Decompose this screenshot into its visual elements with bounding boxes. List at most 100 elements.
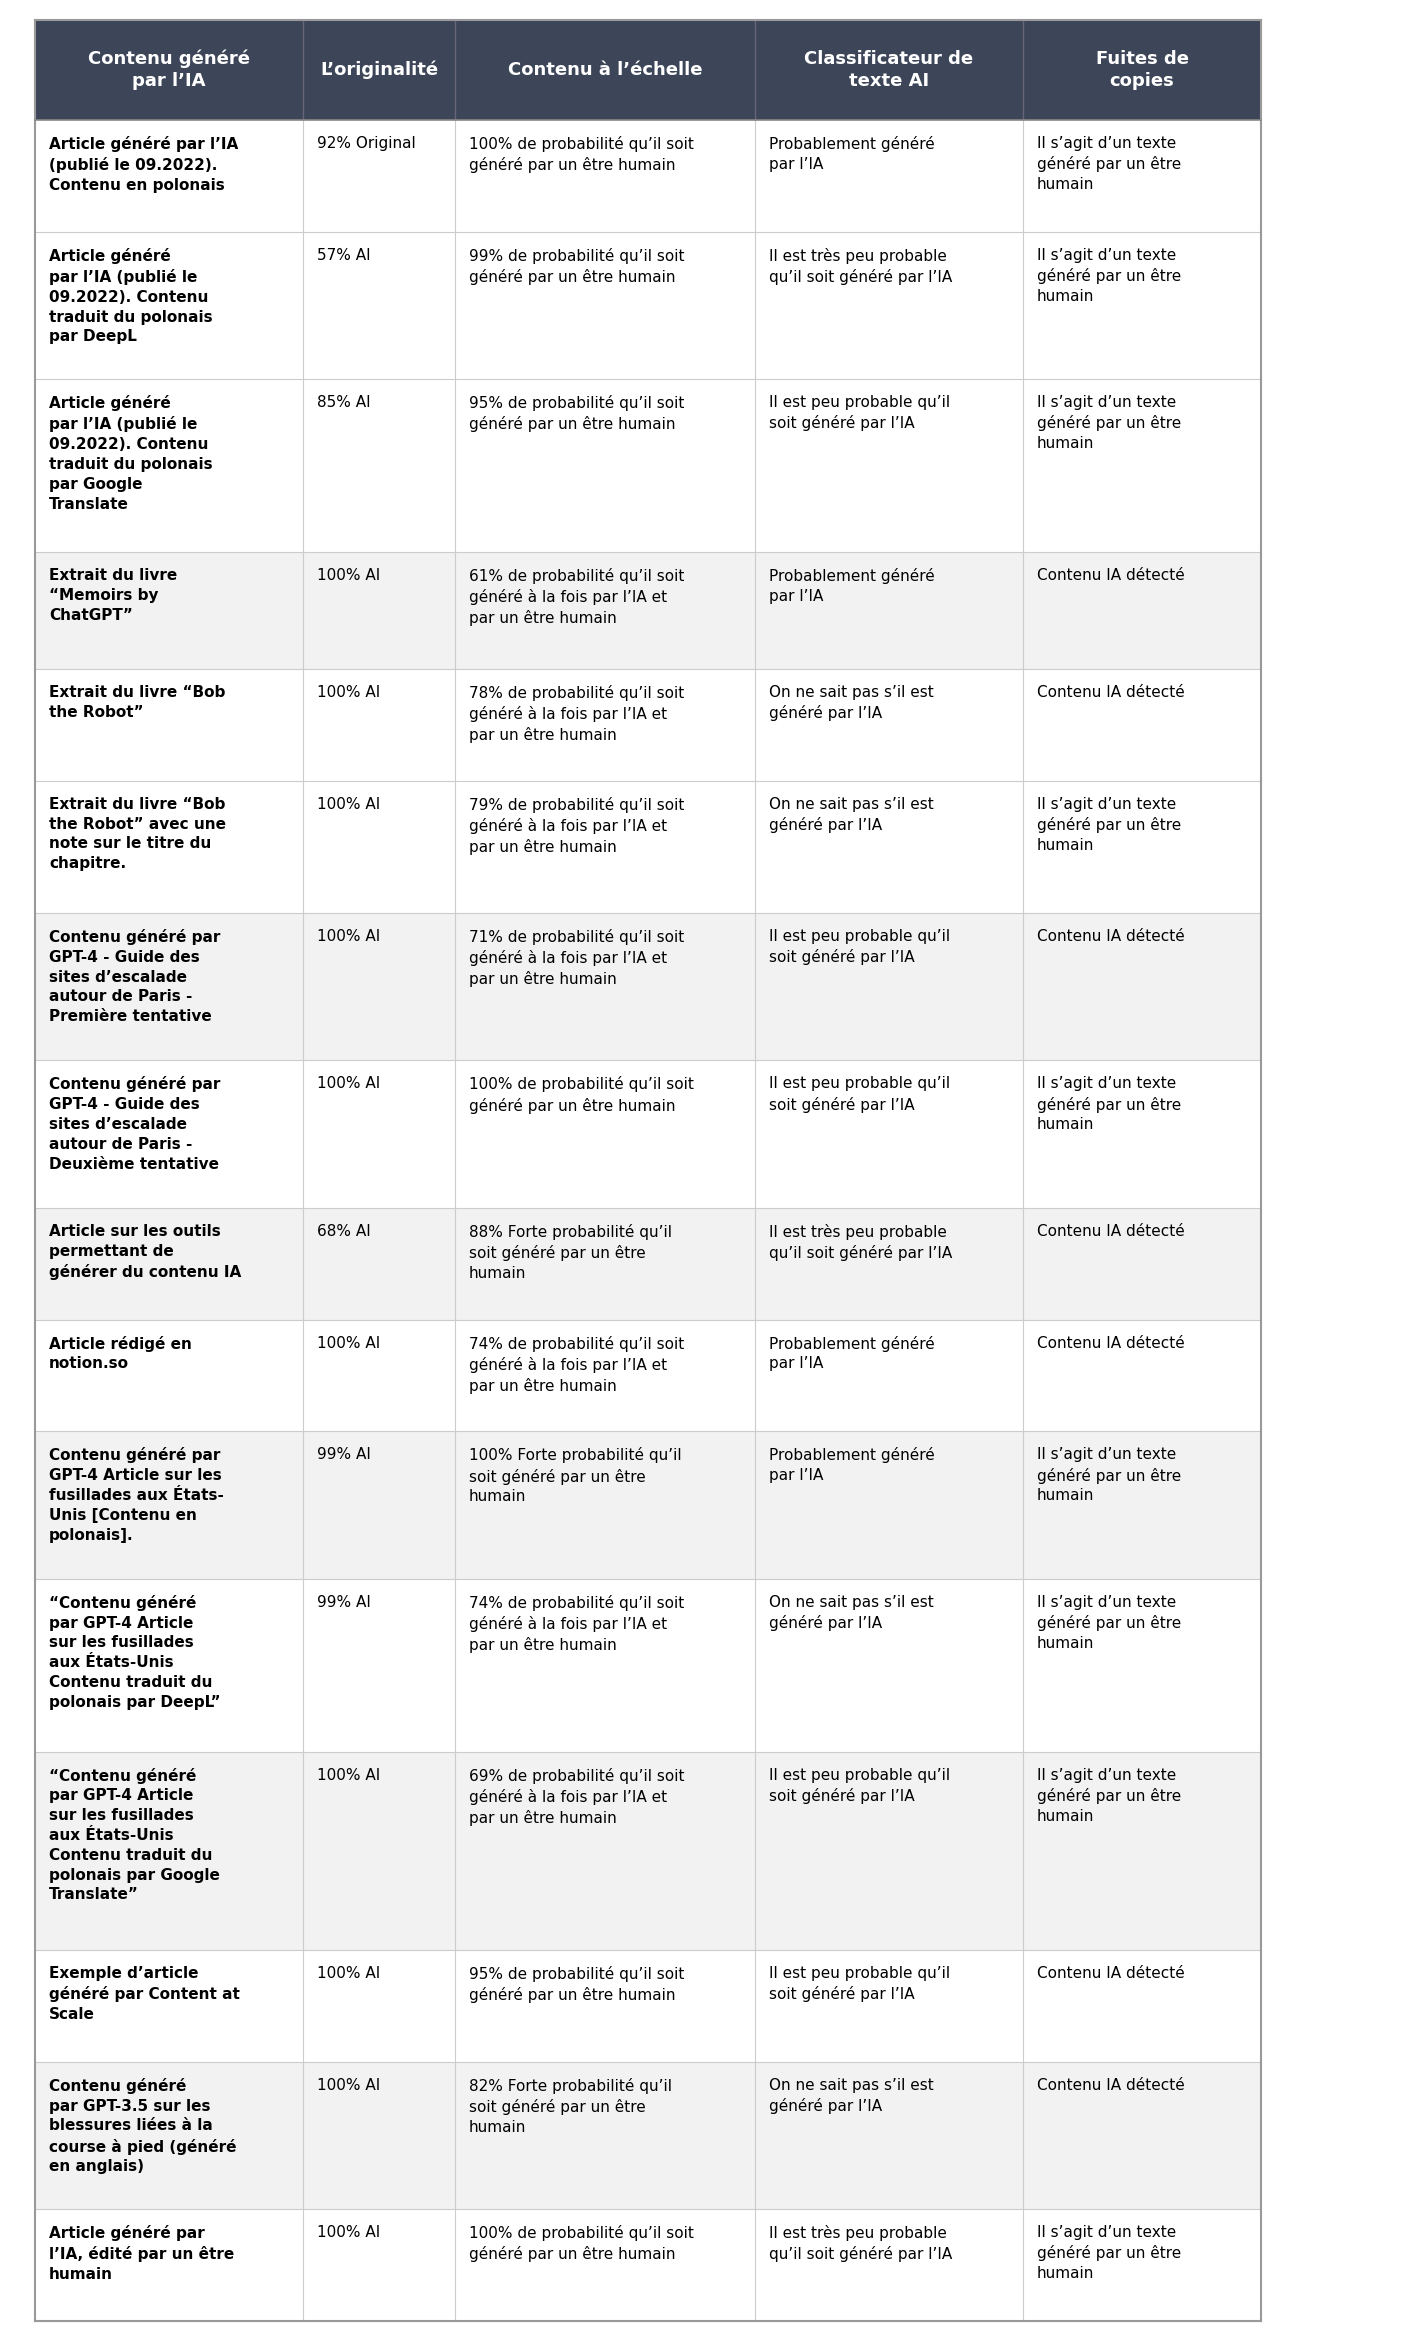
Text: Il s’agit d’un texte
généré par un être
humain: Il s’agit d’un texte généré par un être … xyxy=(1037,1447,1181,1503)
Text: 79% de probabilité qu’il soit
généré à la fois par l’IA et
par un être humain: 79% de probabilité qu’il soit généré à l… xyxy=(469,796,684,854)
Text: Exemple d’article
généré par Content at
Scale: Exemple d’article généré par Content at … xyxy=(49,1966,240,2023)
Bar xyxy=(35,1060,1261,1208)
Text: 99% AI: 99% AI xyxy=(317,1594,371,1611)
Text: L’originalité: L’originalité xyxy=(319,61,439,80)
Text: 88% Forte probabilité qu’il
soit généré par un être
humain: 88% Forte probabilité qu’il soit généré … xyxy=(469,1224,672,1281)
Text: Probablement généré
par l’IA: Probablement généré par l’IA xyxy=(769,569,934,604)
Text: On ne sait pas s’il est
généré par l’IA: On ne sait pas s’il est généré par l’IA xyxy=(769,686,933,721)
Text: Extrait du livre
“Memoirs by
ChatGPT”: Extrait du livre “Memoirs by ChatGPT” xyxy=(49,569,178,623)
Text: Il est peu probable qu’il
soit généré par l’IA: Il est peu probable qu’il soit généré pa… xyxy=(769,1767,950,1805)
Bar xyxy=(35,379,1261,552)
Bar xyxy=(35,2210,1261,2320)
Text: Il est très peu probable
qu’il soit généré par l’IA: Il est très peu probable qu’il soit géné… xyxy=(769,248,953,286)
Text: 100% AI: 100% AI xyxy=(317,2226,380,2240)
Text: 85% AI: 85% AI xyxy=(317,396,371,410)
Text: Contenu généré par
GPT-4 - Guide des
sites d’escalade
autour de Paris -
Deuxième: Contenu généré par GPT-4 - Guide des sit… xyxy=(49,1077,220,1170)
Text: 61% de probabilité qu’il soit
généré à la fois par l’IA et
par un être humain: 61% de probabilité qu’il soit généré à l… xyxy=(469,569,684,627)
Text: 95% de probabilité qu’il soit
généré par un être humain: 95% de probabilité qu’il soit généré par… xyxy=(469,1966,684,2004)
Text: 71% de probabilité qu’il soit
généré à la fois par l’IA et
par un être humain: 71% de probabilité qu’il soit généré à l… xyxy=(469,929,684,988)
Text: Il est très peu probable
qu’il soit généré par l’IA: Il est très peu probable qu’il soit géné… xyxy=(769,1224,953,1262)
Text: 100% AI: 100% AI xyxy=(317,796,380,812)
Text: Contenu généré par
GPT-4 Article sur les
fusillades aux États-
Unis [Contenu en
: Contenu généré par GPT-4 Article sur les… xyxy=(49,1447,224,1543)
Bar xyxy=(35,552,1261,670)
Text: Il est peu probable qu’il
soit généré par l’IA: Il est peu probable qu’il soit généré pa… xyxy=(769,396,950,431)
Bar xyxy=(35,1320,1261,1430)
Bar xyxy=(35,1578,1261,1751)
Text: Article généré par
l’IA, édité par un être
humain: Article généré par l’IA, édité par un êt… xyxy=(49,2226,234,2282)
Text: Article généré
par l’IA (publié le
09.2022). Contenu
traduit du polonais
par Goo: Article généré par l’IA (publié le 09.20… xyxy=(49,396,213,513)
Text: Extrait du livre “Bob
the Robot” avec une
note sur le titre du
chapitre.: Extrait du livre “Bob the Robot” avec un… xyxy=(49,796,226,871)
Text: Article sur les outils
permettant de
générer du contenu IA: Article sur les outils permettant de gén… xyxy=(49,1224,241,1281)
Text: Contenu généré
par GPT-3.5 sur les
blessures liées à la
course à pied (généré
en: Contenu généré par GPT-3.5 sur les bless… xyxy=(49,2079,237,2175)
Text: Il s’agit d’un texte
généré par un être
humain: Il s’agit d’un texte généré par un être … xyxy=(1037,2226,1181,2280)
Text: 99% de probabilité qu’il soit
généré par un être humain: 99% de probabilité qu’il soit généré par… xyxy=(469,248,685,286)
Text: 74% de probabilité qu’il soit
généré à la fois par l’IA et
par un être humain: 74% de probabilité qu’il soit généré à l… xyxy=(469,1337,684,1393)
Text: 57% AI: 57% AI xyxy=(317,248,371,262)
Text: 68% AI: 68% AI xyxy=(317,1224,371,1238)
Text: Il s’agit d’un texte
généré par un être
humain: Il s’agit d’un texte généré par un être … xyxy=(1037,248,1181,304)
Text: Contenu généré par
GPT-4 - Guide des
sites d’escalade
autour de Paris -
Première: Contenu généré par GPT-4 - Guide des sit… xyxy=(49,929,220,1023)
Text: 92% Original: 92% Original xyxy=(317,136,416,152)
Text: Probablement généré
par l’IA: Probablement généré par l’IA xyxy=(769,1337,934,1372)
Text: 100% Forte probabilité qu’il
soit généré par un être
humain: 100% Forte probabilité qu’il soit généré… xyxy=(469,1447,682,1505)
Text: Probablement généré
par l’IA: Probablement généré par l’IA xyxy=(769,136,934,171)
Bar xyxy=(35,232,1261,379)
Text: Il est peu probable qu’il
soit généré par l’IA: Il est peu probable qu’il soit généré pa… xyxy=(769,1966,950,2002)
Text: Contenu IA détecté: Contenu IA détecté xyxy=(1037,1966,1185,1980)
Text: Contenu IA détecté: Contenu IA détecté xyxy=(1037,569,1185,583)
Text: Classificateur de
texte AI: Classificateur de texte AI xyxy=(804,49,974,89)
Bar xyxy=(35,1950,1261,2062)
Text: Article généré par l’IA
(publié le 09.2022).
Contenu en polonais: Article généré par l’IA (publié le 09.20… xyxy=(49,136,238,192)
Bar xyxy=(35,21,1261,119)
Bar xyxy=(35,2062,1261,2210)
Text: Contenu à l’échelle: Contenu à l’échelle xyxy=(507,61,702,80)
Text: Article généré
par l’IA (publié le
09.2022). Contenu
traduit du polonais
par Dee: Article généré par l’IA (publié le 09.20… xyxy=(49,248,213,344)
Bar xyxy=(35,1430,1261,1578)
Text: Article rédigé en
notion.so: Article rédigé en notion.so xyxy=(49,1337,192,1372)
Text: Contenu IA détecté: Contenu IA détecté xyxy=(1037,929,1185,943)
Text: 100% AI: 100% AI xyxy=(317,1966,380,1980)
Text: 100% AI: 100% AI xyxy=(317,686,380,700)
Text: Il s’agit d’un texte
généré par un être
humain: Il s’agit d’un texte généré par un être … xyxy=(1037,396,1181,452)
Text: 74% de probabilité qu’il soit
généré à la fois par l’IA et
par un être humain: 74% de probabilité qu’il soit généré à l… xyxy=(469,1594,684,1653)
Text: Fuites de
copies: Fuites de copies xyxy=(1096,49,1188,89)
Text: 100% de probabilité qu’il soit
généré par un être humain: 100% de probabilité qu’il soit généré pa… xyxy=(469,1077,693,1114)
Text: Probablement généré
par l’IA: Probablement généré par l’IA xyxy=(769,1447,934,1484)
Text: Il s’agit d’un texte
généré par un être
humain: Il s’agit d’un texte généré par un être … xyxy=(1037,796,1181,852)
Text: 100% AI: 100% AI xyxy=(317,569,380,583)
Text: Il s’agit d’un texte
généré par un être
humain: Il s’agit d’un texte généré par un être … xyxy=(1037,1767,1181,1824)
Text: 100% AI: 100% AI xyxy=(317,1077,380,1091)
Text: 100% AI: 100% AI xyxy=(317,1767,380,1784)
Bar xyxy=(35,1751,1261,1950)
Bar xyxy=(35,119,1261,232)
Text: 100% AI: 100% AI xyxy=(317,1337,380,1351)
Text: Il est peu probable qu’il
soit généré par l’IA: Il est peu probable qu’il soit généré pa… xyxy=(769,929,950,964)
Text: 82% Forte probabilité qu’il
soit généré par un être
humain: 82% Forte probabilité qu’il soit généré … xyxy=(469,2079,672,2135)
Text: 69% de probabilité qu’il soit
généré à la fois par l’IA et
par un être humain: 69% de probabilité qu’il soit généré à l… xyxy=(469,1767,685,1826)
Text: 95% de probabilité qu’il soit
généré par un être humain: 95% de probabilité qu’il soit généré par… xyxy=(469,396,684,433)
Text: 100% de probabilité qu’il soit
généré par un être humain: 100% de probabilité qu’il soit généré pa… xyxy=(469,2226,693,2261)
Text: On ne sait pas s’il est
généré par l’IA: On ne sait pas s’il est généré par l’IA xyxy=(769,1594,933,1632)
Text: 100% AI: 100% AI xyxy=(317,2079,380,2093)
Bar xyxy=(35,782,1261,913)
Text: On ne sait pas s’il est
généré par l’IA: On ne sait pas s’il est généré par l’IA xyxy=(769,796,933,833)
Text: Il s’agit d’un texte
généré par un être
humain: Il s’agit d’un texte généré par un être … xyxy=(1037,1077,1181,1133)
Text: Contenu IA détecté: Contenu IA détecté xyxy=(1037,1337,1185,1351)
Bar xyxy=(35,670,1261,782)
Text: On ne sait pas s’il est
généré par l’IA: On ne sait pas s’il est généré par l’IA xyxy=(769,2079,933,2114)
Text: Contenu IA détecté: Contenu IA détecté xyxy=(1037,686,1185,700)
Text: “Contenu généré
par GPT-4 Article
sur les fusillades
aux États-Unis
Contenu trad: “Contenu généré par GPT-4 Article sur le… xyxy=(49,1594,220,1709)
Text: Il est peu probable qu’il
soit généré par l’IA: Il est peu probable qu’il soit généré pa… xyxy=(769,1077,950,1112)
Text: Contenu IA détecté: Contenu IA détecté xyxy=(1037,1224,1185,1238)
Text: 99% AI: 99% AI xyxy=(317,1447,371,1463)
Text: 78% de probabilité qu’il soit
généré à la fois par l’IA et
par un être humain: 78% de probabilité qu’il soit généré à l… xyxy=(469,686,684,744)
Text: Contenu IA détecté: Contenu IA détecté xyxy=(1037,2079,1185,2093)
Bar xyxy=(35,913,1261,1060)
Text: 100% de probabilité qu’il soit
généré par un être humain: 100% de probabilité qu’il soit généré pa… xyxy=(469,136,693,173)
Bar xyxy=(35,1208,1261,1320)
Text: Contenu généré
par l’IA: Contenu généré par l’IA xyxy=(88,49,249,91)
Text: Il s’agit d’un texte
généré par un être
humain: Il s’agit d’un texte généré par un être … xyxy=(1037,136,1181,192)
Text: Il s’agit d’un texte
généré par un être
humain: Il s’agit d’un texte généré par un être … xyxy=(1037,1594,1181,1650)
Text: Il est très peu probable
qu’il soit généré par l’IA: Il est très peu probable qu’il soit géné… xyxy=(769,2226,953,2261)
Text: Extrait du livre “Bob
the Robot”: Extrait du livre “Bob the Robot” xyxy=(49,686,226,719)
